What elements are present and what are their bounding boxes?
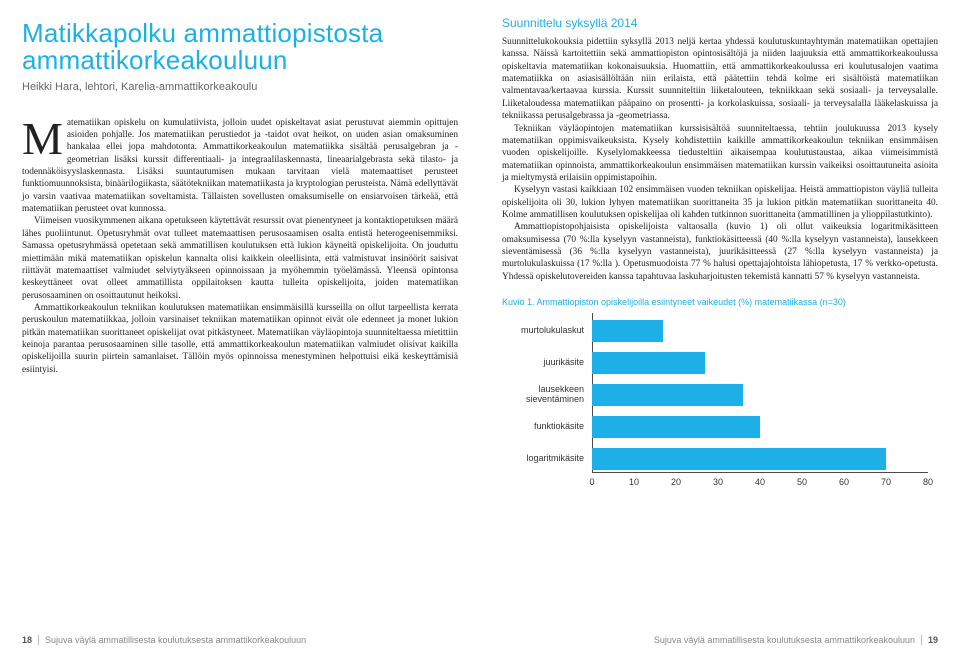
footer-rule	[921, 635, 922, 645]
left-page-number: 18	[22, 635, 32, 645]
page-spread: Matikkapolku ammattiopistosta ammattikor…	[0, 0, 960, 653]
right-footer: Sujuva väylä ammatillisesta koulutuksest…	[654, 635, 938, 645]
right-footer-text: Sujuva väylä ammatillisesta koulutuksest…	[654, 635, 915, 645]
xtick-50: 50	[797, 477, 807, 487]
bar-4	[592, 448, 886, 470]
ylabel-0: murtolukulaskut	[502, 326, 584, 336]
ylabel-2: lausekkeen sieventäminen	[502, 385, 584, 405]
left-footer-text: Sujuva väylä ammatillisesta koulutuksest…	[45, 635, 306, 645]
right-p4: Ammattiopistopohjaisista opiskelijoista …	[502, 221, 938, 283]
left-p3: Ammattikorkeakoulun tekniikan koulutukse…	[22, 302, 458, 376]
xtick-20: 20	[671, 477, 681, 487]
title-line-2: ammattikorkeakouluun	[22, 45, 288, 75]
xtick-30: 30	[713, 477, 723, 487]
xtick-40: 40	[755, 477, 765, 487]
footer-rule	[38, 635, 39, 645]
bar-0	[592, 320, 663, 342]
left-p1: Matematiikan opiskelu on kumulatiivista,…	[22, 117, 458, 216]
right-page: Suunnittelu syksyllä 2014 Suunnittelukok…	[480, 0, 960, 653]
left-footer: 18 Sujuva väylä ammatillisesta koulutuks…	[22, 635, 306, 645]
left-page: Matikkapolku ammattiopistosta ammattikor…	[0, 0, 480, 653]
chart-caption: Kuvio 1. Ammattiopiston opiskelijoilla e…	[502, 297, 938, 307]
article-title: Matikkapolku ammattiopistosta ammattikor…	[22, 20, 458, 75]
right-p1: Suunnittelukokouksia pidettiin syksyllä …	[502, 36, 938, 123]
xtick-10: 10	[629, 477, 639, 487]
right-p2: Tekniikan väyläopintojen matematiikan ku…	[502, 123, 938, 185]
xtick-60: 60	[839, 477, 849, 487]
plot-area	[592, 313, 928, 473]
bar-1	[592, 352, 705, 374]
section-heading: Suunnittelu syksyllä 2014	[502, 16, 938, 30]
title-line-1: Matikkapolku ammattiopistosta	[22, 18, 383, 48]
right-page-number: 19	[928, 635, 938, 645]
xtick-70: 70	[881, 477, 891, 487]
right-body: Suunnittelukokouksia pidettiin syksyllä …	[502, 36, 938, 283]
byline: Heikki Hara, lehtori, Karelia-ammattikor…	[22, 81, 458, 93]
bar-chart: 0 10 20 30 40 50 60 70 80 murtolukulaskut juurikä…	[502, 313, 932, 498]
xtick-80: 80	[923, 477, 933, 487]
right-p3: Kyselyyn vastasi kaikkiaan 102 ensimmäis…	[502, 184, 938, 221]
bar-3	[592, 416, 760, 438]
x-axis: 01020304050607080	[592, 475, 928, 495]
ylabel-4: logaritmikäsite	[502, 454, 584, 464]
bar-2	[592, 384, 743, 406]
ylabel-3: funktiokäsite	[502, 422, 584, 432]
left-body: Matematiikan opiskelu on kumulatiivista,…	[22, 117, 458, 377]
left-p2: Viimeisen vuosikymmenen aikana opetuksee…	[22, 215, 458, 302]
chart-block: Kuvio 1. Ammattiopiston opiskelijoilla e…	[502, 297, 938, 498]
ylabel-1: juurikäsite	[502, 358, 584, 368]
xtick-0: 0	[589, 477, 594, 487]
